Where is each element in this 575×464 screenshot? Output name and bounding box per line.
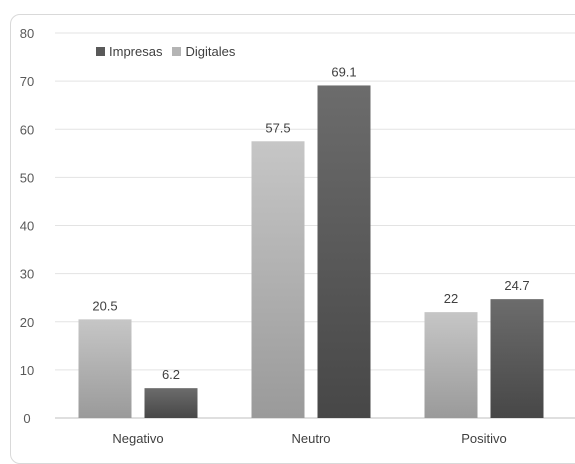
- legend-swatch-impresas: [96, 47, 105, 56]
- bar-digitales-neutro: [251, 141, 305, 418]
- y-tick-label: 60: [20, 122, 34, 137]
- data-label: 57.5: [265, 120, 290, 135]
- bar-impresas-neutro: [317, 85, 371, 419]
- y-tick-label: 20: [20, 315, 34, 330]
- bars: [78, 85, 544, 419]
- legend-item-impresas: Impresas: [96, 44, 162, 59]
- data-label: 69.1: [331, 64, 356, 79]
- data-labels: 20.5 57.5 22 6.2 69.1 24.7: [92, 64, 529, 382]
- bar-impresas-negativo: [144, 388, 198, 418]
- chart-frame: 0 10 20 30 40 50 60 70 80 20.5 57.5 22 6.2 69.1 24.7 …: [10, 14, 575, 464]
- x-axis-ticks: Negativo Neutro Positivo: [112, 431, 506, 446]
- y-tick-label: 30: [20, 267, 34, 282]
- x-tick-label: Positivo: [461, 431, 507, 446]
- x-tick-label: Negativo: [112, 431, 163, 446]
- y-axis-ticks: 0 10 20 30 40 50 60 70 80: [20, 26, 34, 426]
- legend-item-digitales: Digitales: [172, 44, 235, 59]
- y-tick-label: 80: [20, 26, 34, 41]
- data-label: 20.5: [92, 298, 117, 313]
- y-tick-label: 10: [20, 363, 34, 378]
- bar-digitales-negativo: [78, 319, 132, 418]
- data-label: 24.7: [504, 278, 529, 293]
- y-tick-label: 0: [23, 411, 30, 426]
- y-tick-label: 70: [20, 74, 34, 89]
- y-tick-label: 40: [20, 219, 34, 234]
- gridlines: [55, 32, 575, 419]
- data-label: 22: [444, 291, 458, 306]
- legend: Impresas Digitales: [96, 44, 235, 59]
- bar-digitales-positivo: [424, 312, 478, 418]
- y-tick-label: 50: [20, 170, 34, 185]
- legend-label-digitales: Digitales: [185, 44, 236, 59]
- bar-impresas-positivo: [490, 299, 544, 418]
- legend-swatch-digitales: [172, 47, 182, 56]
- data-label: 6.2: [162, 367, 180, 382]
- legend-label-impresas: Impresas: [109, 44, 163, 59]
- x-tick-label: Neutro: [291, 431, 330, 446]
